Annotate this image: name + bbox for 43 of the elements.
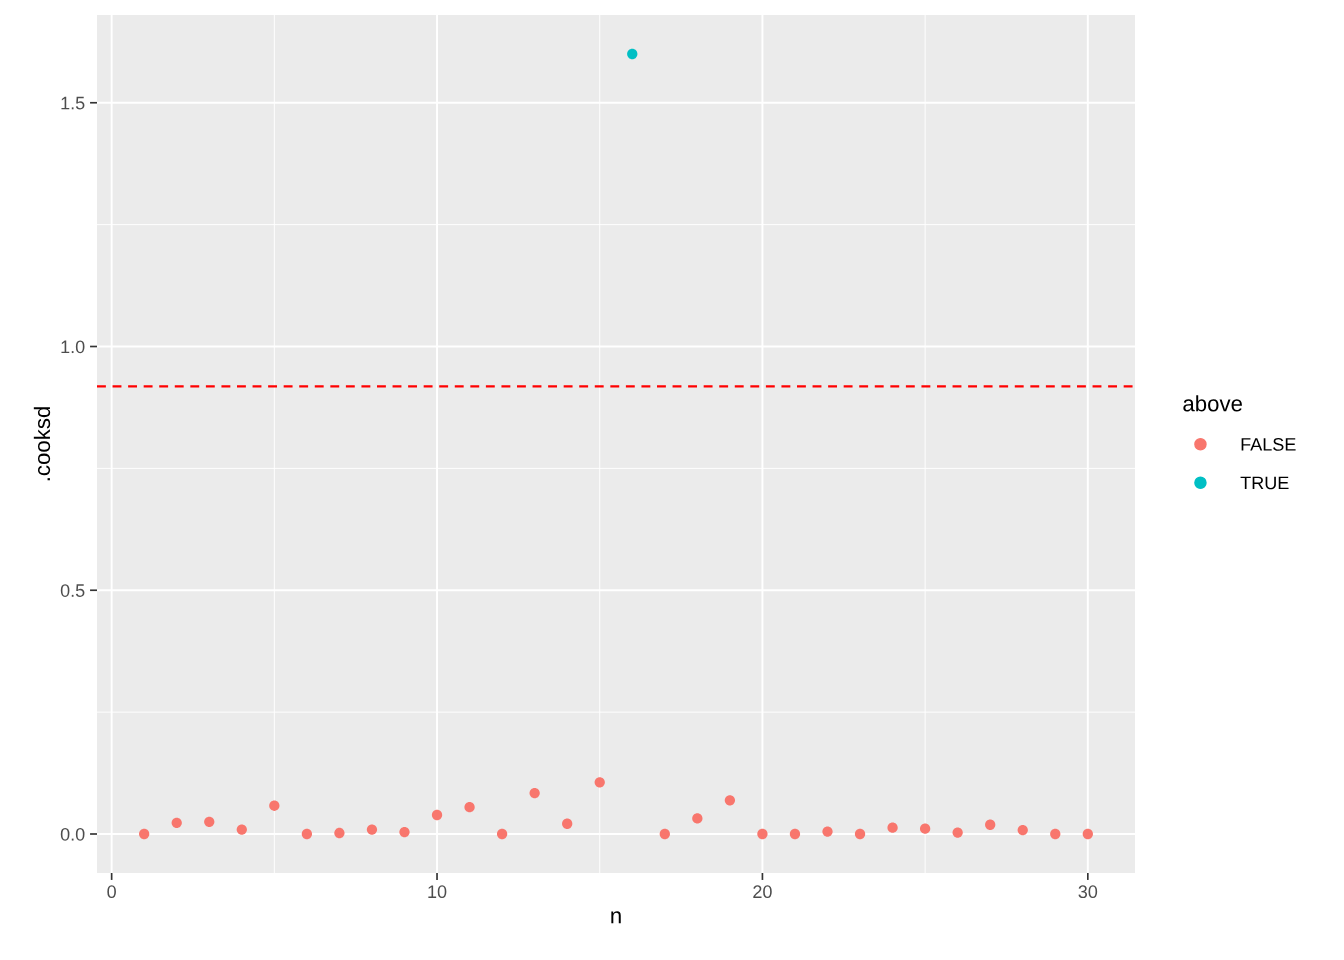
- legend-label: FALSE: [1241, 438, 1296, 451]
- point: [269, 800, 280, 811]
- point: [171, 817, 182, 828]
- point: [1050, 828, 1061, 840]
- point: [887, 822, 898, 833]
- point: [431, 809, 443, 821]
- point: [659, 828, 670, 840]
- point: [594, 777, 605, 788]
- point: [919, 823, 931, 834]
- point: [204, 816, 215, 827]
- point: [529, 787, 540, 799]
- y-tick-label: 1.5: [61, 96, 85, 110]
- point: [496, 828, 508, 840]
- point: [1082, 828, 1093, 840]
- x-axis-title: n: [611, 911, 621, 924]
- point: [464, 802, 475, 813]
- point: [334, 827, 345, 839]
- point: [854, 828, 866, 840]
- y-tick-label: 0.5: [60, 584, 85, 597]
- point: [627, 48, 638, 60]
- y-tick-label: 1.0: [61, 340, 85, 354]
- point: [366, 824, 378, 835]
- x-tick-label: 10: [428, 885, 447, 899]
- point: [789, 828, 801, 840]
- point: [1017, 824, 1028, 836]
- point: [301, 828, 313, 840]
- x-tick-label: 0: [107, 885, 116, 899]
- point: [139, 828, 150, 840]
- legend-label: TRUE: [1240, 476, 1289, 490]
- point: [692, 813, 703, 824]
- point: [399, 826, 410, 838]
- point: [985, 819, 996, 830]
- y-axis-title: .cooksd: [33, 407, 51, 481]
- legend-title: above: [1183, 395, 1242, 412]
- x-tick-label: 20: [753, 885, 772, 899]
- point: [822, 826, 833, 837]
- y-tick-label: 0.0: [60, 827, 85, 841]
- point: [236, 824, 247, 835]
- x-tick-label: 30: [1078, 885, 1098, 899]
- point: [757, 828, 768, 840]
- point: [952, 827, 963, 838]
- point: [562, 818, 573, 829]
- point: [724, 795, 736, 806]
